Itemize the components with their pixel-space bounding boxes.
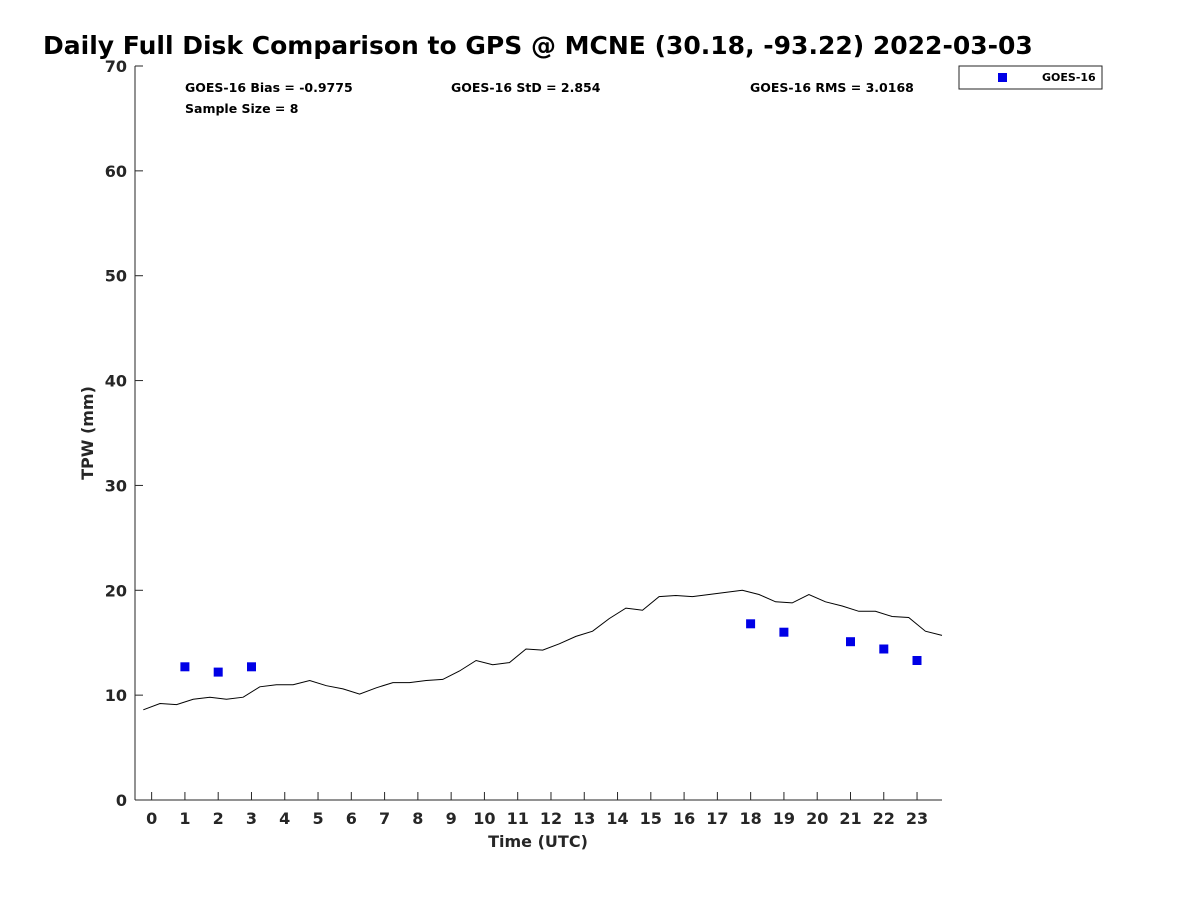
x-tick-label: 17	[706, 809, 728, 828]
x-tick-label: 19	[773, 809, 795, 828]
goes16-point	[779, 627, 789, 637]
x-tick-label: 1	[179, 809, 190, 828]
x-tick-label: 0	[146, 809, 157, 828]
y-axis-label: TPW (mm)	[78, 386, 97, 480]
goes16-point	[846, 637, 855, 647]
x-tick-label: 7	[379, 809, 390, 828]
y-tick-label: 30	[105, 476, 127, 495]
y-tick-label: 70	[105, 57, 127, 76]
legend-label-goes16: GOES-16	[1042, 71, 1096, 84]
x-tick-label: 15	[640, 809, 662, 828]
y-tick-label: 10	[105, 686, 127, 705]
x-tick-label: 14	[606, 809, 628, 828]
chart-title: Daily Full Disk Comparison to GPS @ MCNE…	[43, 31, 1033, 60]
y-tick-label: 60	[105, 162, 127, 181]
x-tick-label: 8	[412, 809, 423, 828]
legend-marker-goes16	[998, 73, 1007, 82]
x-tick-label: 5	[312, 809, 323, 828]
x-tick-label: 13	[573, 809, 595, 828]
gps-tpw-line	[143, 589, 943, 711]
x-tick-label: 16	[673, 809, 695, 828]
rms-stat: GOES-16 RMS = 3.0168	[750, 80, 914, 95]
goes16-point	[180, 662, 190, 672]
x-tick-label: 20	[806, 809, 828, 828]
x-ticks: 0 1 2 3 4 5 6 7 8 9 10 11 12 13 14 15 16 17 18 19 20 21 22 23	[146, 792, 928, 828]
y-tick-label: 20	[105, 581, 127, 600]
x-tick-label: 21	[839, 809, 861, 828]
bias-stat: GOES-16 Bias = -0.9775	[185, 80, 353, 95]
y-ticks: 0 10 20 30 40 50 60 70	[105, 57, 143, 810]
goes16-point	[247, 662, 256, 672]
std-stat: GOES-16 StD = 2.854	[451, 80, 601, 95]
goes16-point	[879, 644, 889, 654]
x-tick-label: 23	[906, 809, 928, 828]
goes16-point	[912, 656, 922, 665]
y-tick-label: 0	[116, 791, 127, 810]
x-tick-label: 4	[279, 809, 290, 828]
y-tick-label: 40	[105, 372, 127, 391]
x-tick-label: 9	[446, 809, 457, 828]
x-tick-label: 10	[473, 809, 495, 828]
legend: GOES-16	[958, 65, 1103, 90]
y-tick-label: 50	[105, 267, 127, 286]
goes16-point	[746, 619, 756, 629]
sample-size-stat: Sample Size = 8	[185, 101, 298, 116]
x-tick-label: 11	[507, 809, 529, 828]
x-tick-label: 12	[540, 809, 562, 828]
x-tick-label: 22	[873, 809, 895, 828]
x-tick-label: 18	[740, 809, 762, 828]
legend-box	[958, 65, 1103, 90]
x-tick-label: 3	[246, 809, 257, 828]
x-tick-label: 6	[346, 809, 357, 828]
series-layer	[143, 589, 943, 711]
goes16-point	[213, 667, 223, 677]
x-axis-label: Time (UTC)	[488, 832, 588, 851]
x-tick-label: 2	[213, 809, 224, 828]
